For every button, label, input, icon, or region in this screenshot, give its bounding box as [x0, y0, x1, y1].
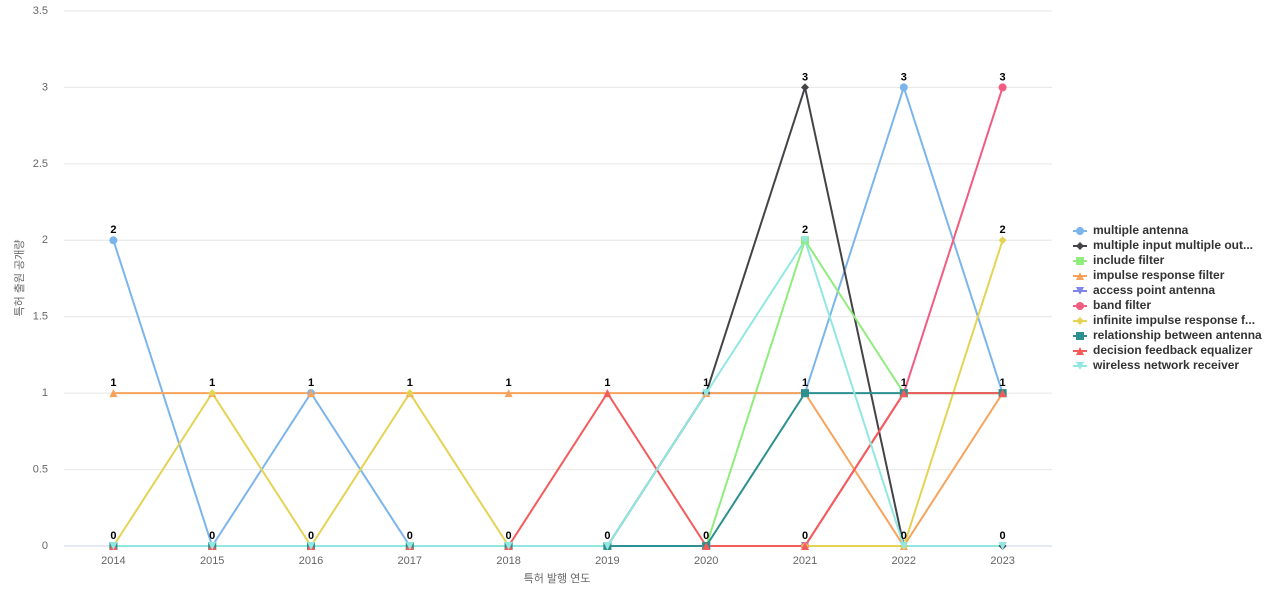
data-point — [899, 389, 908, 398]
data-label: 1 — [802, 377, 808, 389]
data-point — [702, 389, 711, 398]
data-point — [702, 542, 711, 550]
data-label: 1 — [1000, 377, 1006, 389]
y-tick-label: 1 — [42, 387, 48, 399]
x-tick-label: 2020 — [694, 555, 718, 567]
data-label: 3 — [901, 71, 907, 83]
legend-label: relationship between antenna — [1093, 328, 1262, 342]
x-tick-label: 2022 — [892, 555, 916, 567]
data-point — [603, 542, 612, 550]
y-axis-title: 특허 출원 공개량 — [13, 240, 26, 317]
data-point — [998, 236, 1007, 245]
data-point — [109, 542, 118, 550]
data-label: 1 — [604, 377, 610, 389]
x-tick-label: 2014 — [101, 555, 125, 567]
data-label: 2 — [802, 224, 808, 236]
legend-label: multiple antenna — [1093, 223, 1189, 237]
legend-label: include filter — [1093, 253, 1165, 267]
data-label: 1 — [703, 377, 709, 389]
legend-symbol — [1076, 242, 1084, 250]
data-point — [998, 542, 1007, 550]
data-point — [109, 389, 118, 398]
data-point — [998, 83, 1007, 92]
x-tick-label: 2018 — [496, 555, 520, 567]
data-label: 1 — [407, 377, 413, 389]
data-label: 0 — [407, 530, 413, 542]
data-label: 0 — [901, 530, 907, 542]
data-point — [109, 236, 118, 245]
y-tick-label: 2.5 — [33, 158, 48, 170]
data-label: 0 — [506, 530, 512, 542]
y-tick-label: 0 — [42, 540, 48, 552]
legend-symbol — [1076, 332, 1084, 340]
data-label: 0 — [1000, 530, 1006, 542]
legend-label: multiple input multiple out... — [1093, 238, 1253, 252]
data-point — [208, 542, 217, 550]
data-point — [307, 542, 315, 550]
legend-label: access point antenna — [1093, 283, 1215, 297]
data-point — [603, 389, 612, 398]
data-label: 1 — [308, 377, 314, 389]
legend-symbol — [1076, 287, 1084, 295]
data-point — [801, 389, 809, 398]
data-point — [504, 389, 513, 398]
data-point — [899, 542, 908, 550]
x-axis-title: 특허 발행 연도 — [524, 572, 591, 585]
x-tick-label: 2017 — [398, 555, 422, 567]
data-label: 3 — [1000, 71, 1006, 83]
y-tick-label: 0.5 — [33, 463, 48, 475]
data-label: 3 — [802, 71, 808, 83]
legend-label: infinite impulse response f... — [1093, 313, 1255, 327]
data-label: 0 — [308, 530, 314, 542]
legend-label: band filter — [1093, 298, 1151, 312]
data-point — [307, 389, 315, 398]
legend-label: decision feedback equalizer — [1093, 343, 1253, 357]
data-label: 1 — [110, 377, 116, 389]
data-point — [801, 542, 809, 550]
data-label: 0 — [604, 530, 610, 542]
legend-symbol — [1076, 302, 1084, 310]
data-label: 0 — [110, 530, 116, 542]
data-point — [208, 389, 217, 398]
data-point — [899, 83, 908, 92]
x-tick-label: 2021 — [793, 555, 817, 567]
data-point — [998, 389, 1007, 398]
data-label: 1 — [209, 377, 215, 389]
data-label: 0 — [802, 530, 808, 542]
series-line — [113, 237, 1003, 547]
x-tick-label: 2023 — [990, 555, 1014, 567]
x-tick-label: 2019 — [595, 555, 619, 567]
y-tick-label: 1.5 — [33, 311, 48, 323]
data-label: 2 — [110, 224, 116, 236]
data-point — [801, 236, 809, 245]
legend-symbol — [1076, 347, 1084, 355]
data-label: 0 — [209, 530, 215, 542]
legend-label: impulse response filter — [1093, 268, 1225, 282]
data-label: 1 — [506, 377, 512, 389]
data-label: 0 — [703, 530, 709, 542]
y-tick-label: 3 — [42, 81, 48, 93]
legend-symbol — [1076, 227, 1084, 235]
data-label: 2 — [1000, 224, 1006, 236]
x-tick-label: 2015 — [200, 555, 224, 567]
data-point — [405, 389, 414, 398]
data-point — [405, 542, 414, 550]
data-point — [504, 542, 513, 550]
x-tick-label: 2016 — [299, 555, 323, 567]
y-tick-label: 2 — [42, 234, 48, 246]
data-point — [801, 83, 809, 92]
legend-symbol — [1076, 272, 1084, 280]
legend-symbol — [1076, 362, 1084, 370]
y-tick-label: 3.5 — [33, 5, 48, 17]
legend-label: wireless network receiver — [1092, 358, 1239, 372]
data-label: 1 — [901, 377, 907, 389]
legend-symbol — [1076, 257, 1084, 265]
legend-symbol — [1076, 317, 1084, 325]
